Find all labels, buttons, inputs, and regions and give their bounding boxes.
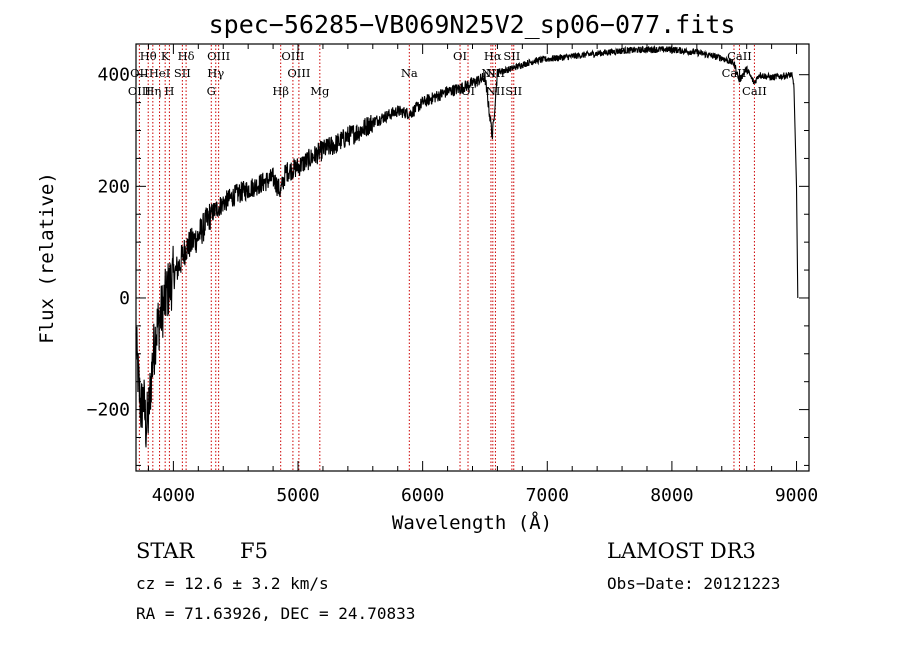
x-tick-label: 7000 (526, 485, 569, 506)
spectral-line-label: Hγ (207, 66, 224, 80)
spectral-line-label: OIII (281, 49, 304, 63)
flux-series-line (135, 45, 799, 448)
observation-date: Obs−Date: 20121223 (607, 574, 780, 593)
spectral-line-label: Mg (310, 84, 330, 98)
spectral-line-label: OI (453, 49, 467, 63)
spectral-line-label: Hδ (178, 49, 195, 63)
spectral-line-label: H (164, 84, 174, 98)
spectral-line-label: SII (505, 84, 522, 98)
y-axis-ticks: −200 0 200 400 (87, 65, 809, 466)
x-tick-label: 6000 (401, 485, 444, 506)
spectral-line-label: Hα (484, 49, 502, 63)
x-tick-label: 9000 (775, 485, 818, 506)
spectral-line-label: SII (503, 49, 520, 63)
spectral-line-label: Hθ (140, 49, 157, 63)
spectral-line-label: Na (401, 66, 418, 80)
spectral-line-label: OIII (207, 49, 230, 63)
spectral-line-label: HeI (149, 66, 170, 80)
y-axis-label: Flux (relative) (36, 172, 58, 344)
x-axis-label: Wavelength (Å) (392, 511, 552, 534)
spectral-line-label: SII (174, 66, 191, 80)
spectral-line-label: CaII (742, 84, 767, 98)
spectral-line-label: Hη (144, 84, 161, 98)
x-tick-label: 8000 (650, 485, 693, 506)
plot-frame (135, 43, 810, 472)
spectral-line-label: G (207, 84, 216, 98)
spectral-line-label: Hβ (272, 84, 289, 98)
object-subclass: F5 (240, 539, 268, 563)
x-tick-label: 4000 (152, 485, 195, 506)
x-axis-ticks: 4000 5000 6000 7000 8000 9000 (147, 44, 818, 506)
spectral-line-label: CaII (727, 49, 752, 63)
x-tick-label: 5000 (276, 485, 319, 506)
spectral-line-label: OIII (128, 84, 151, 98)
y-tick-label: 0 (119, 288, 130, 309)
y-tick-label: 200 (97, 176, 130, 197)
y-tick-label: 400 (97, 65, 130, 86)
spectral-line-label: OIII (287, 66, 310, 80)
redshift-cz: cz = 12.6 ± 3.2 km/s (136, 574, 329, 593)
ra-dec-coordinates: RA = 71.63926, DEC = 24.70833 (136, 604, 415, 623)
spectral-line-label: K (161, 49, 170, 63)
chart-title: spec−56285−VB069N25V2_sp06−077.fits (209, 10, 736, 39)
spectral-lines-layer (138, 45, 755, 470)
y-tick-label: −200 (87, 400, 130, 421)
spectral-line-label: OII (130, 66, 149, 80)
survey-name: LAMOST DR3 (607, 539, 756, 563)
spectral-line-label: NII (481, 66, 500, 80)
object-type: STAR (136, 539, 195, 563)
